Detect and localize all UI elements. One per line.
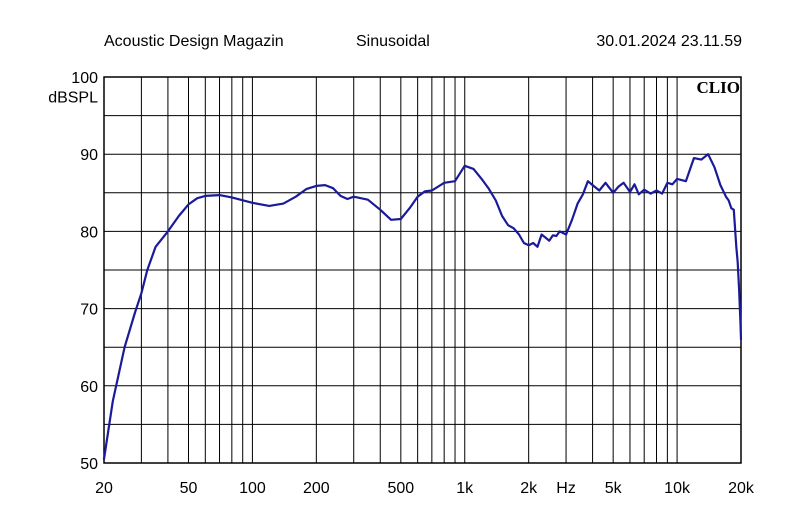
x-tick-label: 1k xyxy=(456,480,474,497)
frequency-response-line xyxy=(102,153,743,461)
clio-logo: CLIO xyxy=(697,78,740,97)
x-tick-label: 20 xyxy=(95,480,113,497)
y-tick-label: 100 xyxy=(71,70,98,87)
x-axis-unit-label: Hz xyxy=(556,480,576,497)
y-axis-unit-label: dBSPL xyxy=(48,89,98,106)
x-tick-label: 2k xyxy=(520,480,538,497)
series-group xyxy=(102,153,743,461)
header-title: Acoustic Design Magazin xyxy=(104,33,284,50)
chart-grid xyxy=(104,77,741,463)
x-tick-label: 20k xyxy=(728,480,755,497)
plot-frame xyxy=(103,76,742,464)
x-tick-label: 100 xyxy=(239,480,266,497)
y-tick-label: 80 xyxy=(80,224,98,241)
y-tick-label: 50 xyxy=(80,456,98,473)
x-axis-ticks: 20 50 100 200 500 1k 2k 5k 10k 20k xyxy=(95,480,755,497)
header-signal-type: Sinusoidal xyxy=(356,33,430,50)
x-tick-label: 500 xyxy=(387,480,414,497)
x-tick-label: 200 xyxy=(303,480,330,497)
x-tick-label: 50 xyxy=(180,480,198,497)
y-tick-label: 70 xyxy=(80,302,98,319)
y-tick-label: 60 xyxy=(80,379,98,396)
x-tick-label: 5k xyxy=(605,480,623,497)
x-tick-label: 10k xyxy=(664,480,691,497)
header-timestamp: 30.01.2024 23.11.59 xyxy=(596,33,742,50)
y-tick-label: 90 xyxy=(80,147,98,164)
y-axis-ticks: 100 90 80 70 60 50 xyxy=(71,70,98,473)
